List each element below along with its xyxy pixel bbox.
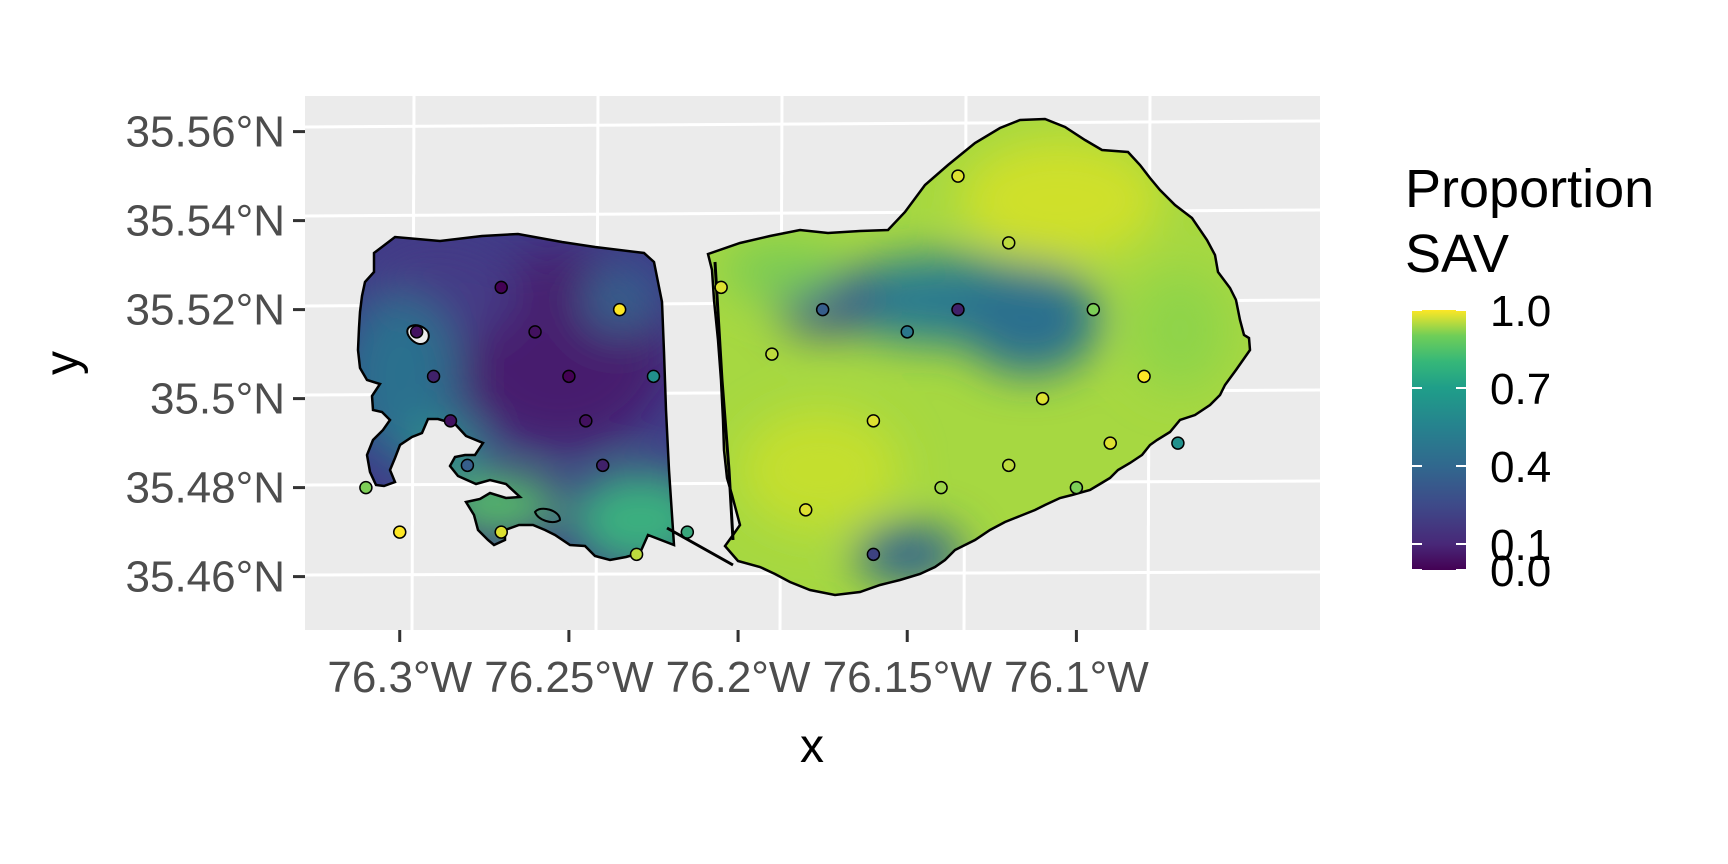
sample-point xyxy=(1086,302,1101,317)
sample-point xyxy=(680,525,695,539)
legend: Proportion SAV 1.0 0.7 0.4 0.10.0 xyxy=(1405,159,1654,596)
sample-point xyxy=(629,547,644,562)
sample-point xyxy=(528,325,542,339)
y-axis-title: y xyxy=(36,351,89,375)
sample-point xyxy=(1137,369,1151,384)
sample-point xyxy=(1171,436,1185,450)
sample-point xyxy=(714,280,728,295)
y-tick-label: 35.52°N xyxy=(126,286,285,335)
sample-point xyxy=(612,302,627,317)
legend-title-line1: Proportion xyxy=(1405,159,1654,219)
sample-point xyxy=(494,525,508,539)
legend-tick-label: 0.1 xyxy=(1490,521,1551,570)
y-tick-label: 35.54°N xyxy=(126,197,285,246)
sample-point xyxy=(392,525,407,539)
legend-tick-label: 0.7 xyxy=(1490,365,1551,414)
grid-line-lat xyxy=(304,119,1321,129)
sample-point xyxy=(1069,480,1084,495)
x-tick-label: 76.3°W xyxy=(327,653,472,702)
sample-point xyxy=(595,458,610,473)
sample-point xyxy=(765,347,779,361)
y-tick-label: 35.46°N xyxy=(126,553,285,602)
x-axis-title: x xyxy=(800,720,824,773)
x-tick-label: 76.15°W xyxy=(823,653,993,702)
x-tick-label: 76.2°W xyxy=(666,653,811,702)
legend-tick-label: 1.0 xyxy=(1490,287,1551,336)
sample-point xyxy=(866,414,881,428)
sample-point xyxy=(1035,391,1050,406)
legend-tick-label: 0.4 xyxy=(1490,443,1551,492)
sample-point xyxy=(798,503,813,517)
legend-ticks: 1.0 0.7 0.4 0.10.0 xyxy=(1412,287,1551,596)
sample-point xyxy=(426,369,441,384)
x-tick-label: 76.25°W xyxy=(484,653,654,702)
y-axis: 35.56°N 35.54°N 35.52°N 35.5°N 35.48°N 35.46°… xyxy=(126,108,305,602)
x-axis: 76.3°W 76.25°W 76.2°W 76.15°W 76.1°W xyxy=(327,630,1149,702)
sample-point xyxy=(460,458,475,473)
sample-point xyxy=(951,302,965,317)
sample-point xyxy=(866,547,881,562)
y-tick-label: 35.48°N xyxy=(126,464,285,513)
sample-point xyxy=(359,480,373,495)
sample-point xyxy=(409,325,424,339)
legend-title-line2: SAV xyxy=(1405,224,1509,284)
legend-tick-label: 0.0 xyxy=(1490,547,1551,596)
sample-point xyxy=(1103,436,1117,450)
x-tick-label: 76.1°W xyxy=(1004,653,1149,702)
sample-point xyxy=(646,369,661,384)
y-tick-label: 35.56°N xyxy=(126,108,285,157)
sample-point xyxy=(900,325,914,339)
sample-points xyxy=(359,169,1185,562)
legend-colorbar xyxy=(1412,310,1466,570)
sample-point xyxy=(443,414,458,428)
sample-point xyxy=(934,480,948,495)
sample-point xyxy=(1001,458,1016,473)
sample-point xyxy=(951,169,965,183)
sample-point xyxy=(1001,236,1016,250)
y-tick-label: 35.5°N xyxy=(150,375,285,424)
sample-point xyxy=(494,280,508,295)
sample-point xyxy=(579,414,593,428)
sample-point xyxy=(815,302,830,317)
sample-point xyxy=(562,369,576,384)
